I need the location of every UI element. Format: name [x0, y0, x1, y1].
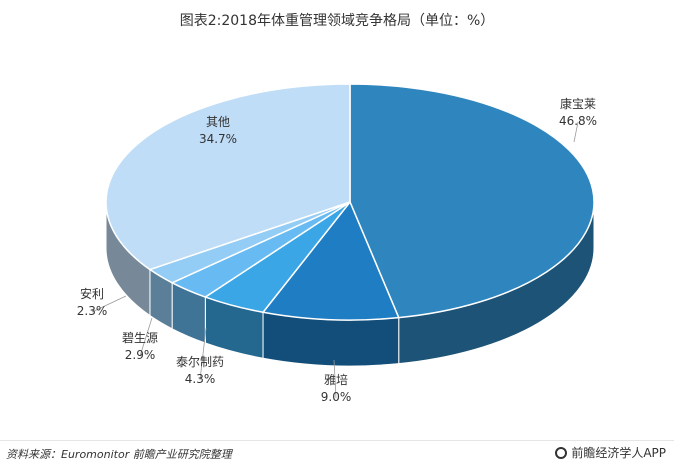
footer-brand: 前瞻经济学人APP — [555, 444, 666, 461]
brand-logo-icon — [555, 446, 568, 459]
slice-label-name-3: 碧生源 — [122, 331, 158, 345]
pie-chart: 康宝莱 46.8% 雅培 9.0% 泰尔制药 4.3% 碧生源 2.9% 安利 2.3% 其他 34.… — [77, 83, 597, 404]
pie-top-group — [105, 83, 595, 321]
pie-side-group — [105, 201, 595, 367]
footer-source: 资料来源：Euromonitor 前瞻产业研究院整理 — [6, 448, 232, 461]
pie-slice-1 — [261, 200, 400, 321]
chart-title: 图表2:2018年体重管理领域竞争格局（单位：%） — [179, 13, 495, 29]
slice-label-name-5: 其他 — [206, 115, 230, 129]
slice-label-name-1: 雅培 — [324, 372, 348, 387]
slice-label-value-5: 34.7% — [199, 132, 237, 146]
slice-label-value-3: 2.9% — [125, 348, 156, 362]
footer-divider — [0, 440, 674, 441]
slice-label-value-2: 4.3% — [185, 372, 216, 386]
slice-label-name-0: 康宝莱 — [560, 96, 596, 111]
slice-label-name-4: 安利 — [80, 286, 104, 301]
leader-line-2 — [199, 327, 207, 381]
slice-label-value-0: 46.8% — [559, 114, 597, 128]
footer-brand-text: 前瞻经济学人APP — [571, 446, 666, 460]
slice-label-value-4: 2.3% — [77, 304, 108, 318]
pie-labels: 康宝莱 46.8% 雅培 9.0% 泰尔制药 4.3% 碧生源 2.9% 安利 2.3% 其他 34.… — [77, 96, 597, 404]
slice-label-value-1: 9.0% — [321, 390, 352, 404]
slice-label-name-2: 泰尔制药 — [176, 354, 224, 369]
leader-line-4 — [91, 295, 127, 313]
leader-line-0 — [573, 121, 579, 143]
pie-slice-0 — [349, 83, 595, 319]
leader-line-3 — [139, 317, 153, 357]
pie-slice-5 — [105, 83, 351, 271]
leader-line-1 — [333, 359, 337, 399]
